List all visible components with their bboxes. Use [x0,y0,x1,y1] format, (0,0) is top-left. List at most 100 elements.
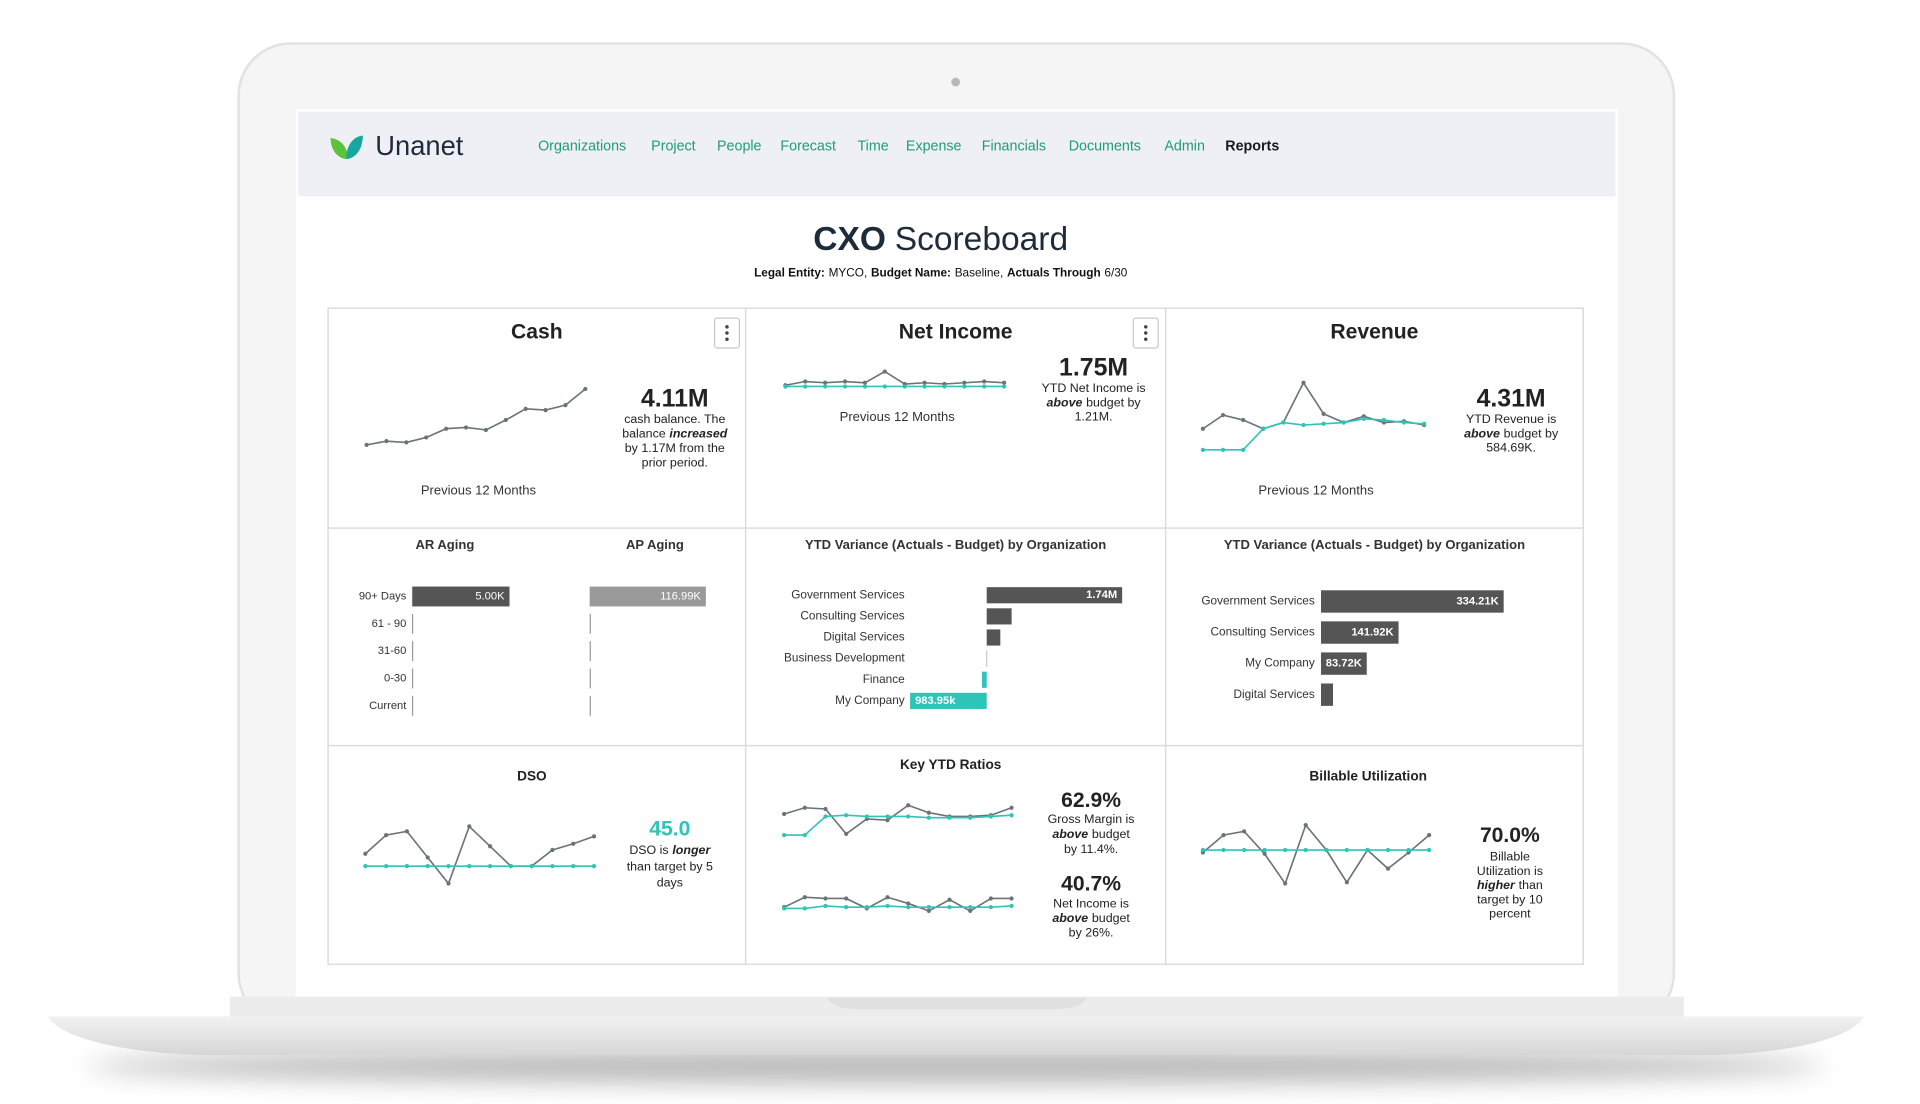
sparkline-point [968,905,973,910]
sparkline-point [1324,847,1329,853]
nav-link[interactable]: Financials [982,138,1046,154]
bar [1320,590,1504,613]
sparkline [364,824,595,886]
kpi-value: 4.31M [1477,386,1546,413]
bar [1320,621,1399,644]
kpi-description: percent [1489,907,1531,921]
description-text: 1.21M. [1075,410,1113,424]
description-text: by 11.4%. [1064,842,1118,856]
nav-link[interactable]: Documents [1069,138,1141,154]
nav-link[interactable]: Reports [1225,138,1279,154]
nav-links: Organizations Project People Forecast Time Ex… [538,138,1279,154]
sparkline-point [444,426,449,431]
category-label: Government Services [1201,594,1315,608]
nav-link[interactable]: Organizations [538,138,626,154]
sparkline-point [1241,847,1247,853]
nav-link[interactable]: Forecast [780,138,836,154]
kpi-description: 584.69K. [1486,441,1536,455]
sparkline-point [404,829,410,834]
sparkline-point [783,384,788,389]
sparkline-point [1200,426,1206,431]
bar-value-label: 83.72K [1326,658,1362,670]
sparkline-point [844,813,849,818]
description-emphasis: longer [672,844,711,858]
page-title: CXO Scoreboard [813,221,1068,258]
sparkline-point [1283,847,1288,853]
kpi-description: YTD Net Income is [1042,381,1146,395]
description-text: YTD Net Income is [1042,381,1146,395]
sparkline-point [982,379,987,384]
menu-dot [725,337,729,341]
scaled-root: Unanet Organizations Project People Forecas… [47,42,1865,1084]
description-emphasis: above [1464,427,1500,441]
description-text: cash balance. The [624,412,725,426]
menu-dot [1144,325,1148,329]
subtitle-label: Actuals Through [1007,266,1101,280]
sparkline-point [1301,380,1306,385]
sparkline-point [842,379,848,384]
panel-title: Key YTD Ratios [900,757,1002,772]
bar [982,671,987,688]
sparkline-point [885,903,890,909]
bar [590,586,706,607]
nav-link[interactable]: Time [857,138,888,154]
sparkline-point [463,425,469,430]
sparkline-point [1344,847,1349,853]
logo-leaf [346,135,363,160]
sparkline-point [1262,851,1267,856]
sparkline-point [571,841,576,846]
sparkline-point [962,380,967,385]
sparkline-point [862,384,868,389]
logo-text: Unanet [375,130,464,161]
sparkline-point [550,864,555,869]
bar [1320,652,1367,675]
laptop-base [47,1016,1865,1056]
bar-value-label: 334.21K [1456,595,1498,607]
sparkline-point [404,864,410,869]
kpi-description: cash balance. The [624,412,725,426]
logo-leaf [330,137,348,160]
sparkline-point [1385,847,1391,853]
bar-value-label: 5.00K [475,590,505,602]
sparkline-point [1422,421,1427,426]
sparkline-point [1303,823,1308,828]
logo[interactable]: Unanet [330,130,464,161]
sparkline-point [523,406,528,411]
sparkline-point [425,855,430,860]
nav-link[interactable]: Project [651,138,695,154]
screen [295,109,1618,997]
nav-link[interactable]: Expense [906,138,962,154]
description-text: budget by [1504,427,1559,441]
nav-link[interactable]: People [717,138,762,154]
menu-dot [725,325,729,329]
sparkline-point [384,864,389,869]
sparkline-point [926,815,931,820]
subtitle-value: MYCO, [829,266,868,280]
description-text: Utilization is [1477,864,1543,878]
title-strong: CXO [813,221,886,258]
sparkline-point [1401,420,1407,425]
panel-menu-button[interactable] [713,317,741,349]
sparkline-point [446,881,451,886]
panel-menu-button[interactable] [1132,317,1159,349]
panel-title: DSO [517,768,547,783]
sparkline-point [1221,832,1226,838]
kpi-description: Gross Margin is [1048,812,1135,826]
menu-dot [725,331,729,335]
sparkline-point [823,384,828,389]
kpi-description: by 11.4%. [1064,842,1118,856]
bar [1320,683,1334,706]
kpi-description: days [657,876,683,890]
nav-link[interactable]: Admin [1164,138,1205,154]
sparkline-point [364,442,369,447]
kpi-description: than target by 5 [627,860,713,874]
description-text: budget by [1086,396,1141,410]
category-label: Business Development [784,651,905,665]
kpi-description: YTD Revenue is [1466,412,1556,426]
description-text: balance [622,427,666,441]
sparkline-point [563,403,568,408]
sparkline-point [988,896,993,901]
title-rest: Scoreboard [895,221,1068,258]
sparkline-point [1321,411,1326,416]
description-emphasis: increased [669,427,727,441]
